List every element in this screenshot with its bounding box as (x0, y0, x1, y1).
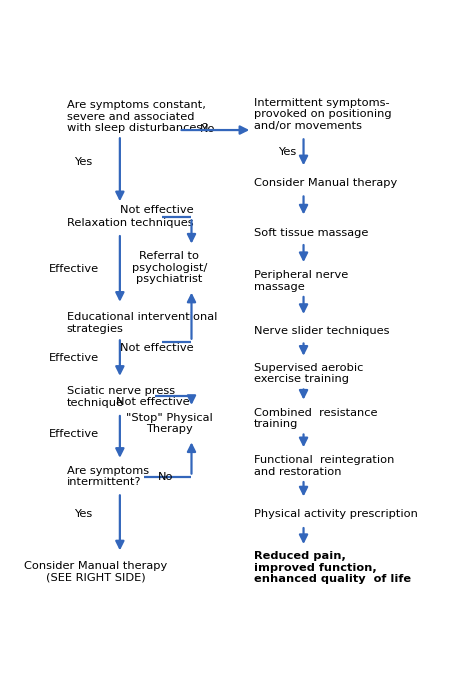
Text: Effective: Effective (49, 264, 99, 273)
Text: No: No (201, 124, 216, 134)
Text: Yes: Yes (278, 147, 296, 157)
Text: Intermittent symptoms-
provoked on positioning
and/or movements: Intermittent symptoms- provoked on posit… (254, 98, 392, 131)
Text: Yes: Yes (74, 157, 92, 167)
Text: Effective: Effective (49, 352, 99, 363)
Text: Supervised aerobic
exercise training: Supervised aerobic exercise training (254, 363, 363, 384)
Text: Effective: Effective (49, 429, 99, 439)
Text: Consider Manual therapy: Consider Manual therapy (254, 178, 397, 188)
Text: Not effective: Not effective (120, 343, 193, 353)
Text: Are symptoms
intermittent?: Are symptoms intermittent? (66, 466, 149, 487)
Text: Not effective: Not effective (120, 205, 193, 216)
Text: Yes: Yes (74, 508, 92, 519)
Text: Relaxation techniques: Relaxation techniques (66, 218, 193, 227)
Text: Nerve slider techniques: Nerve slider techniques (254, 326, 390, 336)
Text: Combined  resistance
training: Combined resistance training (254, 407, 377, 429)
Text: Reduced pain,
improved function,
enhanced quality  of life: Reduced pain, improved function, enhance… (254, 551, 411, 584)
Text: Consider Manual therapy
(SEE RIGHT SIDE): Consider Manual therapy (SEE RIGHT SIDE) (24, 561, 168, 583)
Text: Are symptoms constant,
severe and associated
with sleep disturbances?: Are symptoms constant, severe and associ… (66, 100, 208, 133)
Text: Soft tissue massage: Soft tissue massage (254, 228, 368, 238)
Text: Sciatic nerve press
technique: Sciatic nerve press technique (66, 386, 175, 408)
Text: No: No (158, 471, 173, 482)
Text: Peripheral nerve
massage: Peripheral nerve massage (254, 270, 348, 291)
Text: Educational interventional
strategies: Educational interventional strategies (66, 313, 217, 334)
Text: Not effective: Not effective (116, 398, 190, 407)
Text: Physical activity prescription: Physical activity prescription (254, 508, 418, 519)
Text: "Stop" Physical
Therapy: "Stop" Physical Therapy (126, 413, 213, 434)
Text: Referral to
psychologist/
psychiatrist: Referral to psychologist/ psychiatrist (132, 251, 207, 284)
Text: Functional  reintegration
and restoration: Functional reintegration and restoration (254, 455, 394, 477)
